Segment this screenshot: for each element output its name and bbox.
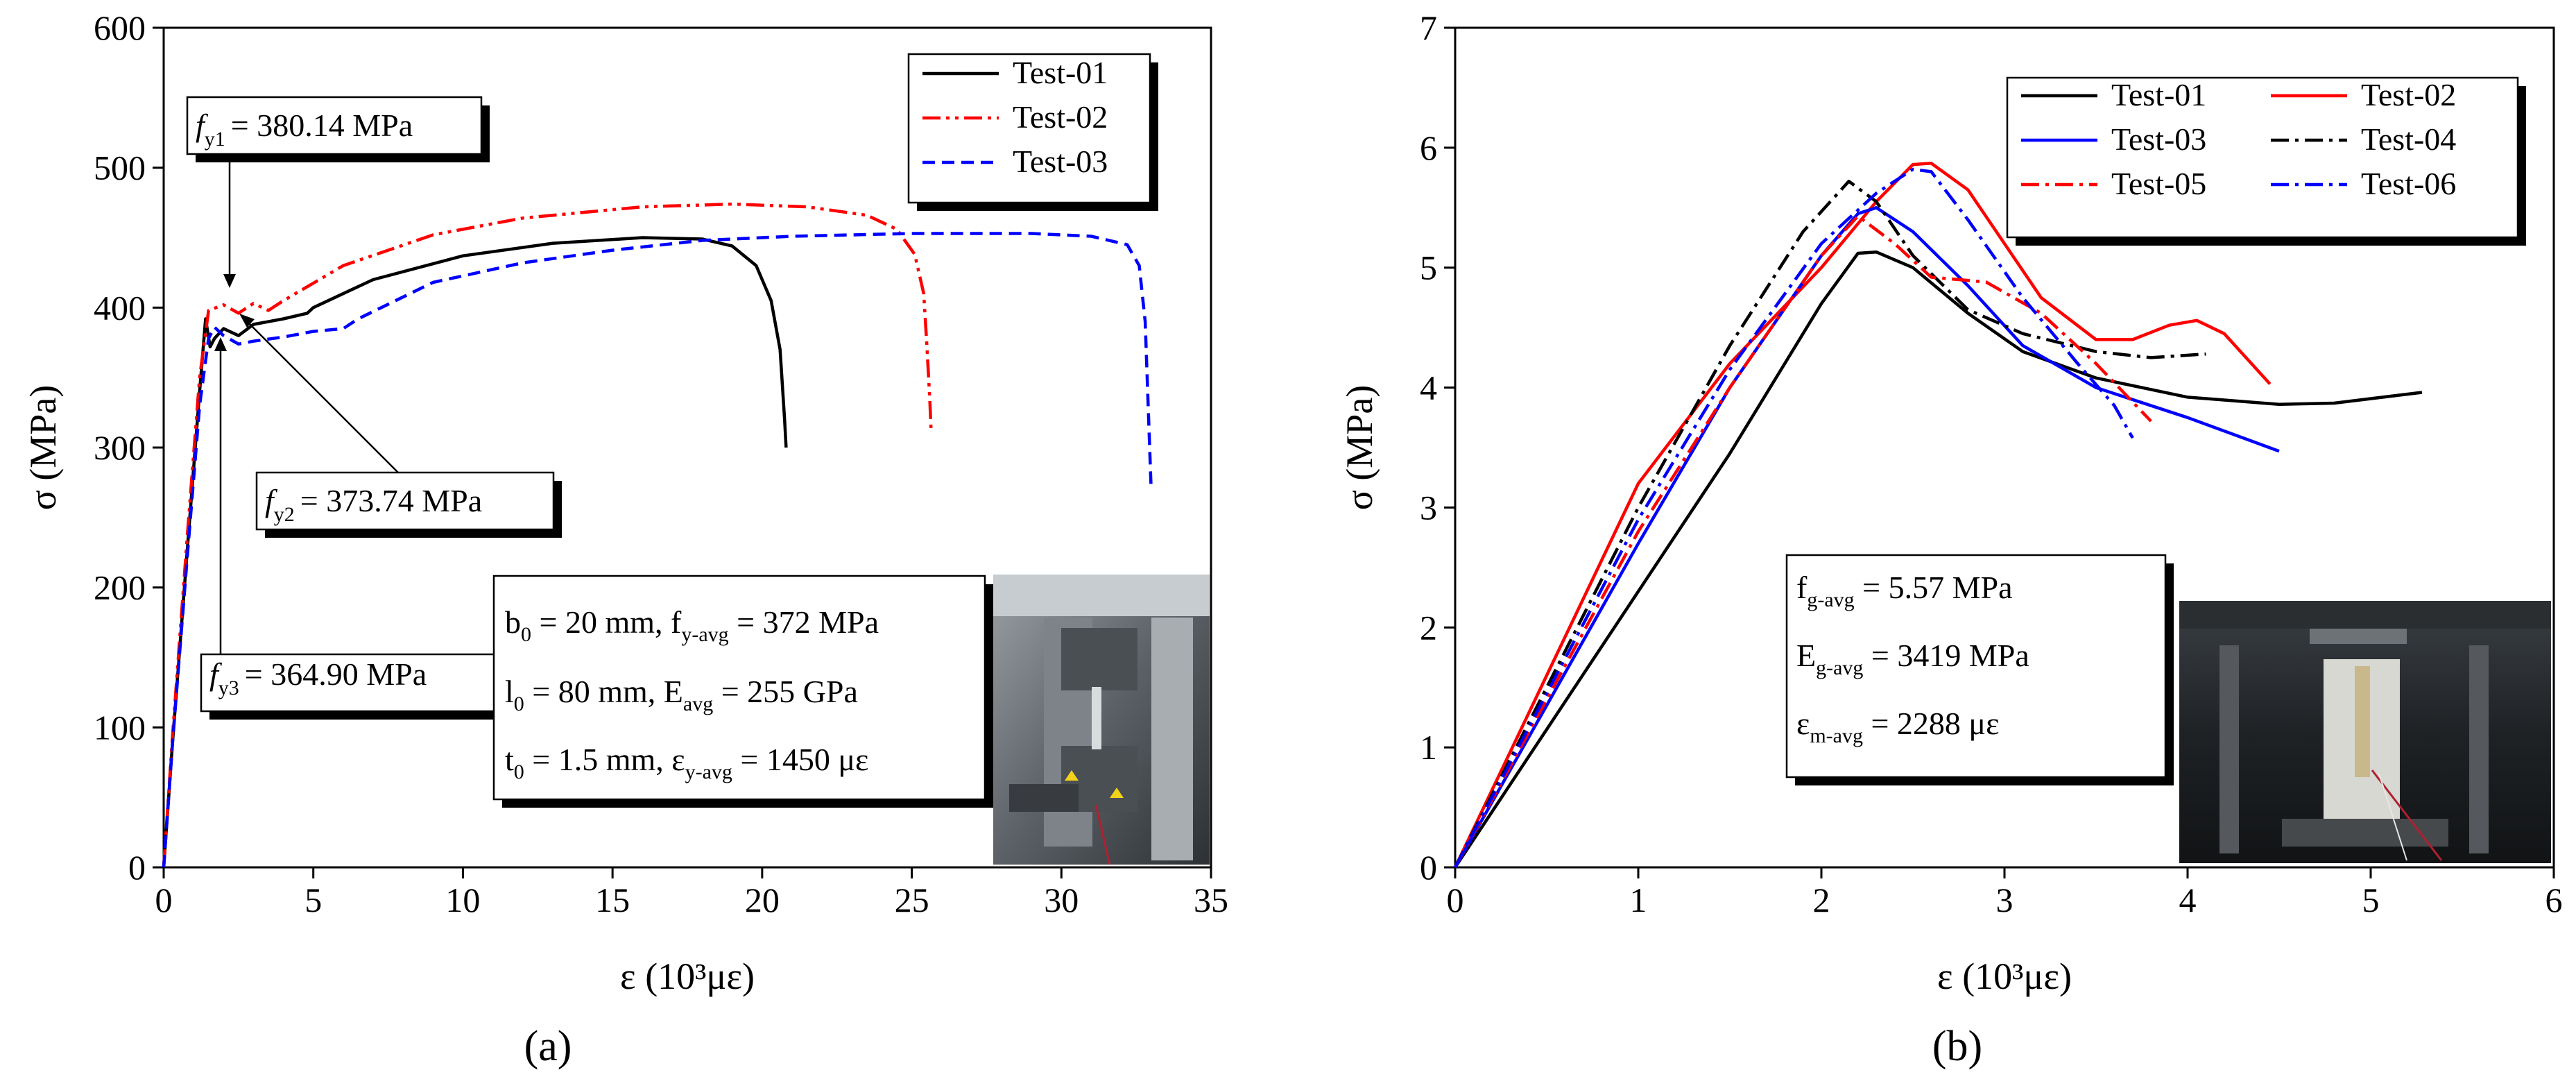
y-tick-label: 5 [1420,248,1437,287]
x-tick-label: 20 [745,881,780,919]
legend-label-test-03: Test-03 [2111,121,2206,157]
legend-label-test-01: Test-01 [1013,55,1108,90]
y-tick-label: 3 [1420,488,1437,527]
legend-label-test-06: Test-06 [2361,166,2456,201]
chart-a-x-label: ε (10³με) [620,955,755,997]
y-tick-label: 0 [1420,848,1437,887]
chart-b-legend: Test-01 Test-02 Test-03 Test-04 Test-05 Test-… [2006,76,2526,246]
annotation-fy2: fy2 = 373.74 MPa [255,471,562,538]
legend-label-test-02: Test-02 [1013,99,1108,135]
info-a-line-2: l0 = 80 mm, Eavg = 255 GPa [505,674,858,715]
x-tick-label: 4 [2179,881,2197,919]
chart-b-series [1453,162,2423,869]
chart-b: 0 1 2 3 4 5 6 0 1 2 3 4 5 6 7 ε (10³με) σ (MPa) (b) Te… [1339,8,2563,1070]
y-tick-label: 500 [94,148,146,187]
info-a-line-1: b0 = 20 mm, fy-avg = 372 MPa [505,604,879,646]
x-tick-label: 25 [895,881,929,919]
series-line-test-06 [1454,167,2134,869]
chart-a: 0 5 10 15 20 25 30 35 0 100 200 300 400 500 600 ε (10³… [22,8,1228,1070]
chart-a-annotation-arrows [214,132,402,666]
series-line-test-02 [162,202,933,868]
y-tick-label: 300 [94,428,146,467]
series-line-test-05 [1454,214,2152,869]
annotation-fy3-text: fy3 = 364.90 MPa [209,656,427,699]
chart-a-panel-label: (a) [524,1023,572,1070]
series-line-test-03 [1454,206,2280,869]
x-tick-label: 15 [595,881,630,919]
y-tick-label: 400 [94,288,146,327]
compression-test-photo-icon [2179,601,2551,863]
chart-a-y-label: σ (MPa) [22,385,64,511]
y-tick-label: 200 [94,568,146,607]
y-tick-label: 1 [1420,728,1437,767]
annotation-fy2-text: fy2 = 373.74 MPa [265,483,482,526]
info-b-line-2: Eg-avg = 3419 MPa [1796,638,2029,679]
legend-label-test-05: Test-05 [2111,166,2206,201]
legend-label-test-04: Test-04 [2361,121,2456,157]
y-tick-label: 7 [1420,8,1437,47]
x-tick-label: 6 [2545,881,2563,919]
chart-a-series [162,202,1153,868]
series-line-test-02 [1453,162,2272,868]
series-line-test-03 [162,232,1153,868]
x-tick-label: 35 [1194,881,1228,919]
x-tick-label: 30 [1044,881,1079,919]
y-tick-label: 100 [94,708,146,747]
chart-a-info-box: b0 = 20 mm, fy-avg = 372 MPa l0 = 80 mm,… [492,575,993,808]
y-tick-label: 6 [1420,128,1437,167]
x-tick-label: 10 [445,881,480,919]
x-tick-label: 5 [304,881,322,919]
y-tick-label: 600 [94,8,146,47]
annotation-fy1: fy1 = 380.14 MPa [186,96,490,162]
legend-label-test-03: Test-03 [1013,144,1108,179]
series-line-test-01 [1454,250,2423,869]
x-tick-label: 3 [1996,881,2013,919]
legend-label-test-02: Test-02 [2361,77,2456,112]
series-line-test-01 [162,236,788,868]
y-tick-label: 4 [1420,368,1437,407]
x-tick-label: 2 [1813,881,1830,919]
x-tick-label: 0 [1447,881,1464,919]
x-tick-label: 0 [155,881,173,919]
tensile-test-photo-icon [993,575,1210,865]
series-line-test-04 [1453,180,2206,869]
x-tick-label: 1 [1630,881,1647,919]
chart-b-ticks: 0 1 2 3 4 5 6 0 1 2 3 4 5 6 7 [1420,8,2563,919]
info-b-line-1: fg-avg = 5.57 MPa [1796,570,2012,611]
chart-b-info-box: fg-avg = 5.57 MPa Eg-avg = 3419 MPa εm-a… [1785,554,2174,785]
chart-b-y-label: σ (MPa) [1339,385,1380,511]
y-tick-label: 2 [1420,608,1437,647]
chart-b-x-label: ε (10³με) [1937,955,2072,997]
legend-label-test-01: Test-01 [2111,77,2206,112]
annotation-fy1-text: fy1 = 380.14 MPa [196,108,413,151]
info-a-line-3: t0 = 1.5 mm, εy-avg = 1450 με [505,742,868,783]
y-tick-label: 0 [128,848,146,887]
annotation-fy3: fy3 = 364.90 MPa [200,653,504,720]
info-b-line-3: εm-avg = 2288 με [1796,706,1999,747]
chart-b-panel-label: (b) [1932,1023,1982,1070]
chart-a-ticks: 0 5 10 15 20 25 30 35 0 100 200 300 400 500 600 [94,8,1228,919]
chart-a-legend: Test-01 Test-02 Test-03 [907,53,1158,211]
x-tick-label: 5 [2362,881,2380,919]
